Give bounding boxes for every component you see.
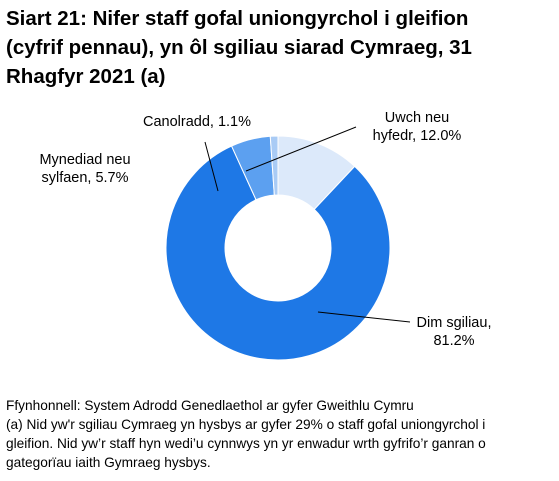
label-dim-sgiliau: Dim sgiliau, 81.2% (417, 315, 492, 349)
chart-title-line: (cyfrif pennau), yn ôl sgiliau siarad Cy… (6, 36, 472, 59)
slice-dim-sgiliau (165, 145, 391, 361)
donut-slices (165, 135, 391, 361)
footnote-line: (a) Nid yw'r sgiliau Cymraeg yn hysbys a… (6, 417, 486, 432)
label-canolradd: Canolradd, 1.1% (143, 114, 251, 130)
label-uwch-neu-hyfedr: Uwch neu hyfedr, 12.0% (373, 110, 462, 144)
footnote-line: gategorïau iaith Gymraeg hysbys. (6, 455, 211, 470)
leader-line-uwch-neu-hyfedr (245, 126, 357, 172)
chart-title: Siart 21: Nifer staff gofal uniongyrchol… (6, 4, 556, 91)
donut-chart: Uwch neu hyfedr, 12.0% Dim sgiliau, 81.2% My… (39, 110, 491, 361)
footnote-line: gleifion. Nid yw’r staff hyn wedi’u cynn… (6, 436, 486, 451)
label-mynediad-neu-sylfaen: Mynediad neu sylfaen, 5.7% (39, 152, 130, 186)
leader-lines (204, 126, 411, 323)
leader-line-canolradd (204, 141, 219, 192)
slice-labels: Uwch neu hyfedr, 12.0% Dim sgiliau, 81.2% My… (39, 110, 491, 349)
chart-title-line: Rhagfyr 2021 (a) (6, 65, 166, 88)
chart-title-line: Siart 21: Nifer staff gofal uniongyrchol… (6, 7, 469, 30)
source-note: Ffynhonnell: System Adrodd Genedlaethol … (6, 398, 414, 413)
leader-line-dim-sgiliau (317, 311, 411, 323)
slice-canolradd (269, 135, 279, 196)
chart-notes: Ffynhonnell: System Adrodd Genedlaethol … (6, 396, 556, 472)
